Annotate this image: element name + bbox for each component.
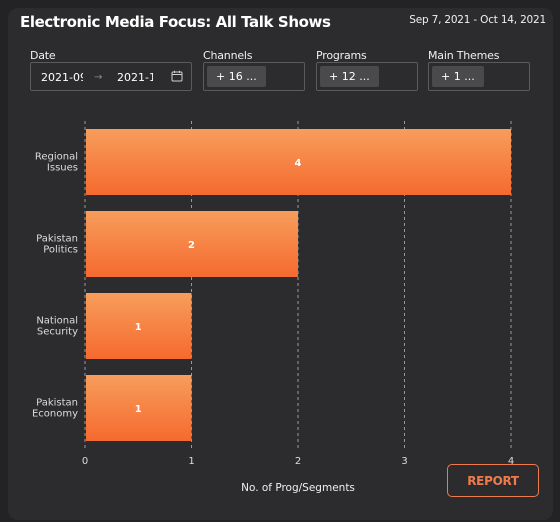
x-tick-label: 2	[295, 456, 301, 467]
main-themes-selected-chip[interactable]: + 1 ...	[432, 66, 484, 87]
category-label: Politics	[43, 245, 78, 256]
x-tick-label: 0	[82, 456, 88, 467]
category-label: Pakistan	[36, 398, 78, 409]
bar	[86, 293, 192, 359]
category-label: Regional	[35, 152, 78, 163]
bar	[86, 129, 511, 195]
date-range-picker[interactable]: 2021-09 → 2021-10	[30, 62, 192, 91]
bar-value-label: 1	[135, 322, 142, 333]
category-label: Security	[37, 327, 78, 338]
bar	[86, 211, 298, 277]
programs-select[interactable]: + 12 ...	[316, 62, 418, 91]
x-axis-title: No. of Prog/Segments	[241, 482, 355, 494]
category-label: Pakistan	[36, 234, 78, 245]
channels-filter-label: Channels	[203, 49, 253, 62]
date-range-label: Sep 7, 2021 - Oct 14, 2021	[409, 14, 546, 26]
calendar-icon[interactable]	[171, 70, 183, 82]
bar-value-label: 4	[295, 158, 302, 169]
x-tick-label: 1	[188, 456, 194, 467]
category-label: National	[36, 316, 78, 327]
programs-filter-label: Programs	[316, 49, 367, 62]
channels-selected-chip[interactable]: + 16 ...	[207, 66, 266, 87]
main-themes-filter-label: Main Themes	[428, 49, 500, 62]
main-themes-select[interactable]: + 1 ...	[428, 62, 530, 91]
programs-selected-chip[interactable]: + 12 ...	[320, 66, 379, 87]
date-start-input[interactable]: 2021-09	[41, 71, 83, 84]
bar	[86, 375, 192, 441]
bar-value-label: 2	[188, 240, 195, 251]
date-end-input[interactable]: 2021-10	[117, 71, 153, 84]
bar-value-label: 1	[135, 404, 142, 415]
channels-select[interactable]: + 16 ...	[203, 62, 305, 91]
date-separator-arrow: →	[94, 72, 103, 83]
x-tick-label: 3	[401, 456, 407, 467]
date-filter-label: Date	[30, 49, 56, 62]
category-label: Issues	[47, 163, 78, 174]
page-title: Electronic Media Focus: All Talk Shows	[20, 13, 331, 31]
category-label: Economy	[32, 409, 78, 420]
report-button[interactable]: REPORT	[447, 464, 539, 497]
x-tick-label: 4	[508, 456, 514, 467]
